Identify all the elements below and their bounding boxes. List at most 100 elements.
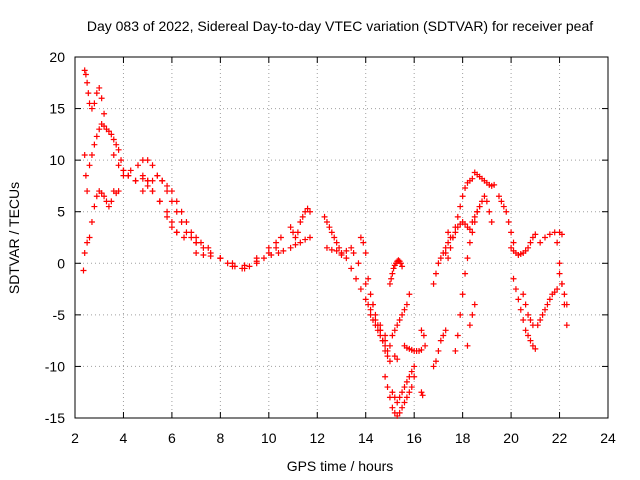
data-point	[442, 327, 449, 334]
data-point	[512, 286, 519, 293]
x-tick-label: 4	[120, 430, 128, 446]
series-arc-ad	[495, 193, 517, 246]
data-point	[471, 213, 478, 220]
data-point	[476, 203, 483, 210]
data-point	[525, 311, 532, 318]
data-point	[510, 239, 517, 246]
data-point	[265, 244, 272, 251]
data-point	[164, 188, 171, 195]
series-arc-j	[321, 213, 345, 256]
data-point	[529, 342, 536, 349]
data-point	[333, 247, 340, 254]
series-arc-x	[442, 175, 476, 262]
data-point	[390, 265, 397, 272]
y-tick-label: 10	[49, 152, 65, 168]
data-point	[333, 239, 340, 246]
data-point	[508, 229, 515, 236]
data-point	[372, 322, 379, 329]
data-point	[353, 275, 360, 282]
data-point	[537, 317, 544, 324]
x-axis-ticks: 2 4 6 8 10 12 14 16 18 20 22 24	[71, 57, 616, 446]
x-tick-label: 10	[261, 430, 277, 446]
data-point	[108, 198, 115, 205]
series-arc-k	[323, 244, 389, 344]
data-point	[144, 157, 151, 164]
data-point	[558, 280, 565, 287]
data-point	[386, 358, 393, 365]
data-point	[200, 244, 207, 251]
data-point	[554, 239, 561, 246]
series-arc-ac	[471, 169, 498, 189]
series-arc-u	[418, 389, 426, 399]
y-tick-label: 5	[57, 204, 65, 220]
data-point	[193, 249, 200, 256]
data-point	[483, 198, 490, 205]
data-point	[168, 224, 175, 231]
data-point	[118, 157, 125, 164]
data-point	[394, 356, 401, 363]
data-point	[105, 128, 112, 135]
data-point	[159, 177, 166, 184]
data-point	[396, 394, 403, 401]
data-point	[84, 188, 91, 195]
data-point	[164, 182, 171, 189]
data-point	[328, 246, 335, 253]
data-point	[88, 105, 95, 112]
data-point	[399, 389, 406, 396]
data-point	[80, 267, 87, 274]
data-point	[418, 346, 425, 353]
data-point	[367, 306, 374, 313]
data-point	[181, 234, 188, 241]
data-point	[91, 141, 98, 148]
data-point	[474, 208, 481, 215]
data-point	[432, 358, 439, 365]
series-arc-ae	[508, 231, 539, 259]
data-point	[520, 291, 527, 298]
data-point	[454, 224, 461, 231]
data-point	[386, 280, 393, 287]
series-arc-g	[193, 247, 287, 272]
data-point	[525, 244, 532, 251]
data-point	[348, 265, 355, 272]
data-point	[96, 126, 103, 133]
data-point	[149, 162, 156, 169]
data-point	[365, 275, 372, 282]
data-point	[173, 229, 180, 236]
y-tick-label: -15	[45, 410, 65, 426]
data-point	[379, 337, 386, 344]
data-point	[292, 241, 299, 248]
y-tick-label: -10	[45, 358, 65, 374]
x-tick-label: 14	[358, 430, 374, 446]
data-point	[527, 337, 534, 344]
data-point	[239, 265, 246, 272]
data-point	[406, 291, 413, 298]
x-tick-label: 8	[216, 430, 224, 446]
data-point	[469, 229, 476, 236]
data-point	[403, 394, 410, 401]
data-point	[408, 384, 415, 391]
x-tick-label: 6	[168, 430, 176, 446]
data-point	[280, 247, 287, 254]
data-point	[343, 247, 350, 254]
data-point	[418, 327, 425, 334]
data-point	[544, 301, 551, 308]
data-point	[454, 332, 461, 339]
data-point	[374, 327, 381, 334]
data-point	[406, 389, 413, 396]
data-point	[96, 84, 103, 91]
data-point	[84, 79, 91, 86]
data-point	[115, 188, 122, 195]
data-point	[395, 257, 402, 264]
plot-frame	[74, 56, 609, 419]
data-point	[529, 234, 536, 241]
data-point	[534, 322, 541, 329]
x-tick-label: 22	[552, 430, 568, 446]
data-point	[539, 311, 546, 318]
series-arc-ak	[556, 270, 570, 308]
data-point	[367, 311, 374, 318]
data-point	[401, 399, 408, 406]
data-point	[224, 260, 231, 267]
data-point	[459, 193, 466, 200]
data-point	[338, 252, 345, 259]
series-arc-aa	[464, 301, 478, 349]
